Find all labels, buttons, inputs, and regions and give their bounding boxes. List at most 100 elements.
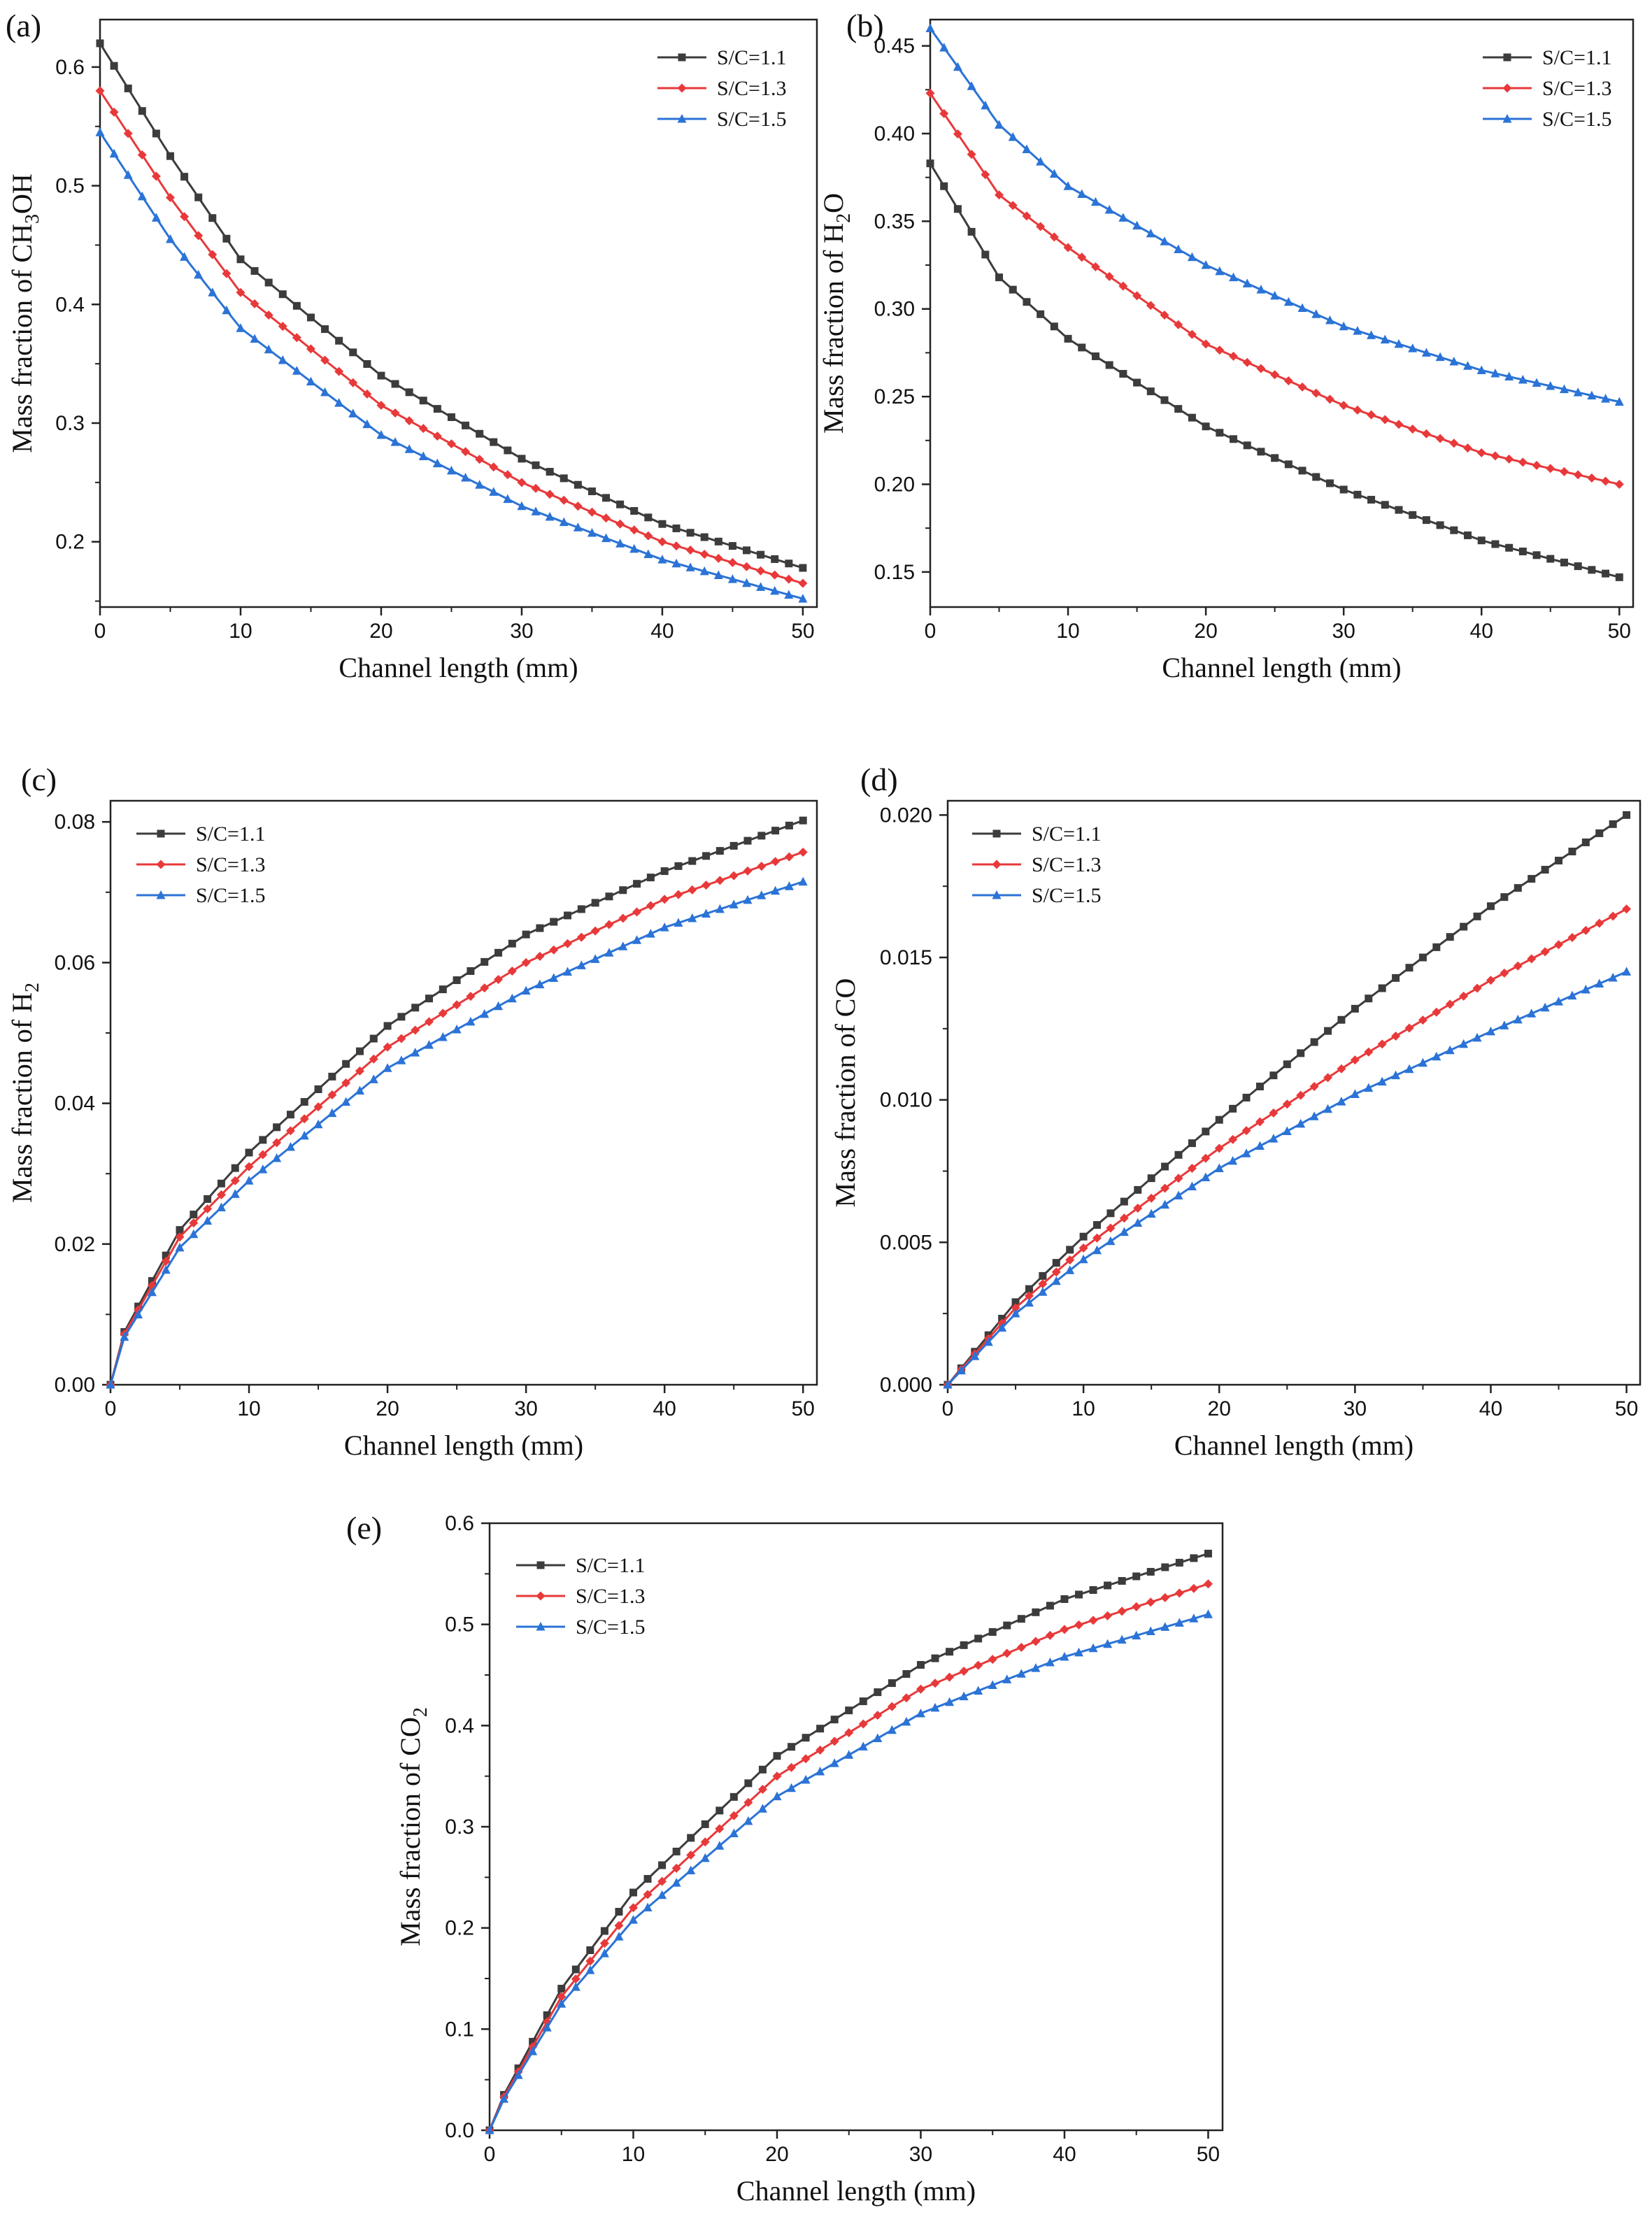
- data-point: [535, 951, 545, 961]
- data-point: [1491, 540, 1500, 548]
- data-point: [148, 1277, 156, 1285]
- data-point: [729, 1792, 738, 1801]
- y-axis-label: Mass fraction of H2O: [818, 193, 855, 434]
- y-tick-label: 0.35: [874, 210, 915, 233]
- data-point: [1118, 281, 1128, 291]
- data-point: [1009, 285, 1017, 294]
- data-point: [629, 1888, 637, 1897]
- data-point: [601, 533, 611, 543]
- series-S/C=1.5: [485, 1609, 1213, 2134]
- data-point: [1325, 479, 1334, 487]
- data-point: [1132, 1630, 1141, 1640]
- data-point: [953, 62, 962, 71]
- data-point: [587, 527, 597, 537]
- data-point: [728, 542, 736, 550]
- data-point: [585, 1956, 595, 1966]
- data-point: [299, 1130, 309, 1140]
- data-point: [1132, 220, 1142, 230]
- data-point: [757, 550, 765, 559]
- x-tick-label: 40: [1479, 1397, 1502, 1420]
- data-point: [604, 948, 614, 957]
- data-point: [222, 234, 231, 243]
- data-point: [376, 401, 386, 411]
- data-point: [939, 43, 949, 52]
- data-point: [1078, 343, 1086, 352]
- data-point: [688, 857, 697, 865]
- data-point: [109, 107, 119, 117]
- data-point: [1025, 1285, 1033, 1293]
- data-point: [859, 1697, 867, 1706]
- data-point: [425, 995, 433, 1003]
- data-point: [1050, 322, 1058, 331]
- data-point: [404, 416, 414, 426]
- data-point: [264, 344, 273, 354]
- data-point: [532, 461, 540, 469]
- data-point: [1283, 1060, 1291, 1069]
- data-point: [1297, 382, 1307, 392]
- plot-frame: [99, 18, 818, 608]
- y-axis-label-subscript: 2: [22, 983, 43, 992]
- data-point: [586, 1946, 594, 1954]
- data-point: [1146, 1567, 1155, 1576]
- data-point: [162, 1251, 170, 1260]
- data-point: [614, 1920, 624, 1930]
- y-tick-label: 0.40: [874, 122, 915, 145]
- data-point: [285, 1126, 295, 1136]
- data-point: [599, 1948, 609, 1958]
- data-point: [1077, 189, 1087, 198]
- x-tick-label: 30: [514, 1397, 537, 1420]
- data-point: [1146, 301, 1155, 311]
- data-point: [1283, 376, 1293, 386]
- data-point: [1339, 401, 1348, 411]
- data-point: [576, 960, 586, 969]
- data-point: [439, 985, 447, 994]
- data-point: [1395, 506, 1403, 514]
- data-point: [306, 313, 315, 322]
- data-point: [230, 1189, 240, 1198]
- data-point: [194, 269, 204, 279]
- data-point: [461, 473, 471, 482]
- data-point: [1063, 243, 1073, 252]
- data-point: [702, 852, 711, 860]
- y-tick-label: 0.02: [55, 1233, 95, 1256]
- data-point: [328, 1072, 336, 1081]
- series-S/C=1.1: [106, 816, 807, 1389]
- data-point: [1187, 1163, 1197, 1173]
- data-point: [1527, 954, 1537, 964]
- series-S/C=1.3: [925, 88, 1624, 489]
- x-tick-label: 10: [1071, 1397, 1095, 1420]
- data-point: [453, 976, 461, 985]
- data-point: [1002, 1648, 1012, 1658]
- data-point: [887, 1702, 897, 1711]
- data-point: [1449, 439, 1459, 448]
- data-point: [1296, 1118, 1306, 1128]
- data-point: [259, 1136, 267, 1144]
- data-point: [1060, 1595, 1069, 1603]
- data-point: [503, 470, 513, 480]
- data-point: [503, 494, 513, 504]
- data-point: [887, 1725, 897, 1734]
- data-point: [930, 1678, 940, 1688]
- data-point: [1486, 902, 1495, 911]
- series-line: [946, 908, 1628, 1385]
- data-point: [278, 322, 287, 332]
- data-point: [285, 1141, 295, 1151]
- data-point: [1049, 232, 1059, 242]
- data-point: [1032, 1608, 1040, 1616]
- data-point: [816, 1767, 825, 1776]
- legend-label: S/C=1.1: [1032, 822, 1101, 846]
- data-point: [771, 885, 781, 895]
- data-point: [1608, 911, 1618, 921]
- series-S/C=1.5: [106, 876, 808, 1389]
- data-point: [744, 1779, 753, 1788]
- data-point: [355, 1066, 364, 1076]
- data-point: [494, 975, 504, 985]
- data-point: [175, 1242, 185, 1252]
- data-point: [377, 371, 385, 380]
- data-point: [1380, 415, 1390, 425]
- data-point: [1378, 984, 1386, 992]
- data-point: [1532, 460, 1541, 470]
- data-point: [1146, 1209, 1156, 1218]
- data-point: [1472, 1032, 1482, 1042]
